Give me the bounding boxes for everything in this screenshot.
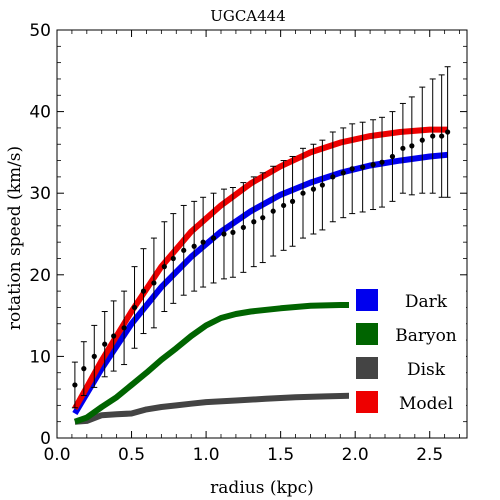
x-tick-label: 2.5 — [416, 445, 443, 465]
data-point — [360, 164, 366, 170]
chart-title: UGCA444 — [210, 7, 286, 25]
data-point — [191, 243, 197, 249]
data-point — [445, 129, 451, 135]
legend-swatch-model — [356, 391, 378, 413]
data-point — [140, 288, 147, 294]
data-point — [72, 382, 78, 388]
data-point — [200, 239, 206, 245]
data-point — [419, 137, 425, 143]
series-line-dark — [72, 151, 448, 416]
y-axis-label: rotation speed (km/s) — [5, 146, 25, 330]
x-tick-label: 0.5 — [118, 445, 145, 465]
x-tick-label: 1.5 — [267, 445, 294, 465]
data-point — [91, 353, 97, 359]
data-point — [161, 264, 167, 270]
data-point — [81, 366, 87, 372]
data-point — [379, 159, 385, 165]
y-tick-label: 10 — [29, 347, 51, 367]
y-tick-label: 50 — [29, 21, 51, 41]
data-point — [210, 235, 217, 241]
data-point — [439, 133, 445, 139]
data-point — [170, 255, 176, 262]
data-point — [221, 231, 227, 237]
data-point — [430, 133, 436, 139]
legend-label-dark: Dark — [405, 292, 448, 312]
data-point — [409, 143, 415, 149]
data-point — [151, 280, 157, 286]
data-point — [289, 198, 296, 204]
plot-frame — [56, 29, 468, 439]
data-point — [370, 162, 376, 168]
data-point — [340, 170, 346, 176]
y-tick-label: 20 — [29, 266, 51, 286]
data-point — [131, 304, 138, 311]
data-point — [270, 208, 276, 214]
legend-swatch-disk — [356, 357, 378, 379]
data-point — [102, 341, 108, 347]
data-point — [400, 145, 406, 151]
data-point — [300, 190, 306, 196]
legend-swatch-dark — [356, 289, 378, 311]
legend: Dark Baryon Disk Model — [349, 283, 466, 421]
data-point — [240, 224, 246, 231]
x-tick-label: 1.0 — [193, 445, 220, 465]
data-point — [281, 202, 287, 209]
x-tick-label: 2.0 — [342, 445, 369, 465]
data-point — [310, 186, 317, 192]
data-point — [251, 219, 257, 225]
legend-label-disk: Disk — [407, 360, 446, 380]
data-point — [260, 215, 266, 221]
data-point — [121, 325, 127, 331]
legend-label-baryon: Baryon — [395, 326, 457, 346]
observed-points — [71, 66, 451, 409]
y-tick-label: 0 — [40, 429, 51, 449]
y-tick-label: 40 — [29, 103, 51, 123]
x-tick-label: 0.0 — [43, 445, 70, 465]
data-point — [319, 182, 325, 188]
data-point — [330, 174, 336, 180]
data-point — [111, 333, 117, 339]
x-axis-label: radius (kpc) — [210, 478, 314, 498]
legend-label-model: Model — [399, 394, 453, 414]
legend-swatch-baryon — [356, 323, 378, 345]
data-point — [349, 166, 355, 172]
y-tick-label: 30 — [29, 184, 51, 204]
data-point — [389, 153, 396, 160]
data-point — [181, 247, 187, 253]
series-line-model — [72, 126, 448, 411]
data-point — [230, 229, 236, 235]
